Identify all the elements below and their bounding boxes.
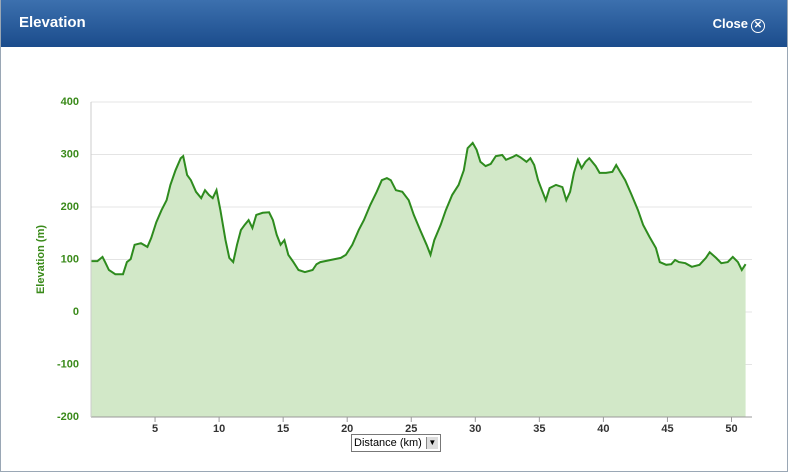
y-tick-label: -200 xyxy=(57,411,79,423)
x-axis-label[interactable]: Distance (km) xyxy=(354,437,422,449)
y-axis-label: Elevation (m) xyxy=(35,225,47,294)
x-tick-label: 35 xyxy=(533,423,545,435)
close-button[interactable]: Close ✕ xyxy=(713,16,765,33)
x-tick-label: 30 xyxy=(469,423,481,435)
title-bar: Elevation Close ✕ xyxy=(1,0,787,47)
x-tick-label: 50 xyxy=(725,423,737,435)
x-axis-select[interactable]: Distance (km) ▼ xyxy=(351,434,441,452)
close-label[interactable]: Close xyxy=(712,16,748,31)
y-tick-label: 100 xyxy=(61,253,79,265)
elevation-line xyxy=(91,141,747,276)
x-tick-label: 40 xyxy=(597,423,609,435)
y-tick-label: 200 xyxy=(61,201,79,213)
x-tick-label: 45 xyxy=(661,423,673,435)
area-fill xyxy=(91,142,746,417)
y-tick-label: -100 xyxy=(57,358,79,370)
y-tick-label: 400 xyxy=(61,96,79,108)
y-tick-label: 0 xyxy=(73,306,79,318)
dialog-title: Elevation xyxy=(19,14,86,31)
x-tick-label: 25 xyxy=(405,423,417,435)
y-tick-label: 300 xyxy=(61,148,79,160)
chart: -200 -100 0 100 200 300 400 5 10 15 20 25 30 35 40 45 50… xyxy=(35,96,752,435)
x-tick-label: 20 xyxy=(341,423,353,435)
x-tick-label: 15 xyxy=(277,423,289,435)
x-tick-label: 10 xyxy=(213,423,225,435)
x-tick-label: 5 xyxy=(152,423,158,435)
